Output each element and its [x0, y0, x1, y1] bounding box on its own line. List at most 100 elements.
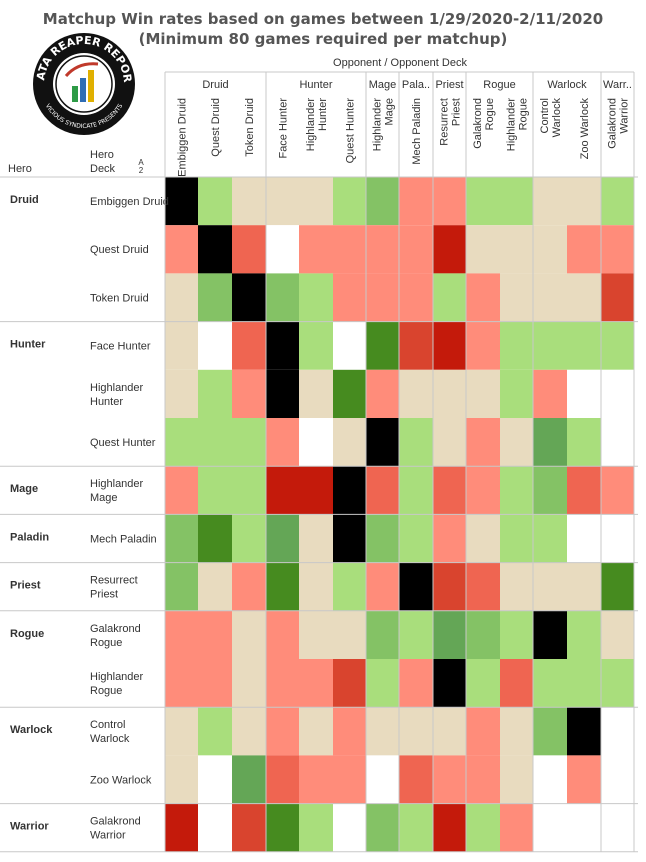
matchup-cell: [567, 514, 601, 563]
hero-label: Priest: [10, 580, 41, 592]
hero-deck-label: Quest Hunter: [90, 437, 156, 449]
opponent-deck-label: Quest Hunter: [345, 98, 357, 164]
hero-deck-label: Rogue: [90, 637, 122, 649]
matchup-cell: [399, 177, 433, 226]
matchup-cell: [232, 466, 266, 515]
matchup-cell: [533, 514, 567, 563]
matchup-cell: [266, 273, 299, 322]
matchup-cell: [500, 466, 533, 515]
hero-column-header: Hero: [8, 163, 32, 175]
opponent-deck-label: Warrior: [619, 98, 631, 134]
matchup-cell: [165, 755, 198, 804]
hero-deck-label: Highlander: [90, 478, 144, 490]
matchup-cell: [165, 466, 198, 515]
matchup-cell: [567, 803, 601, 852]
matchup-cell: [500, 755, 533, 804]
matchup-cell: [399, 273, 433, 322]
matchup-cell: [198, 273, 232, 322]
matchup-cell: [165, 321, 198, 370]
matchup-cell: [399, 803, 433, 852]
chart-title: Matchup Win rates based on games between…: [0, 9, 646, 49]
opponent-deck-label: Rogue: [484, 98, 496, 130]
matchup-cell: [333, 707, 366, 756]
matchup-cell: [399, 321, 433, 370]
matchup-cell: [366, 707, 399, 756]
hero-deck-label: Rogue: [90, 685, 122, 697]
matchup-cell: [466, 321, 500, 370]
matchup-cell: [466, 707, 500, 756]
matchup-cell: [165, 369, 198, 418]
hero-deck-label: Mech Paladin: [90, 533, 157, 545]
matchup-cell: [466, 610, 500, 659]
matchup-cell: [567, 369, 601, 418]
matchup-cell: [232, 514, 266, 563]
matchup-cell: [601, 369, 634, 418]
matchup-cell: [266, 755, 299, 804]
matchup-cell: [333, 755, 366, 804]
hero-deck-label: Hunter: [90, 396, 123, 408]
opponent-deck-label: Galakrond: [472, 98, 484, 149]
matchup-cell: [232, 369, 266, 418]
matchup-cell: [466, 466, 500, 515]
matchup-cell: [533, 755, 567, 804]
matchup-cell: [601, 659, 634, 708]
matchup-cell: [299, 659, 333, 708]
matchup-cell: [333, 514, 366, 563]
matchup-cell: [567, 321, 601, 370]
matchup-cell: [601, 418, 634, 467]
matchup-cell: [500, 273, 533, 322]
matchup-cell: [366, 562, 399, 611]
matchup-cell: [198, 659, 232, 708]
matchup-cell: [333, 466, 366, 515]
matchup-cell: [198, 562, 232, 611]
matchup-cell: [333, 225, 366, 274]
matchup-cell: [433, 225, 466, 274]
hero-deck-label: Warrior: [90, 830, 126, 842]
matchup-cell: [466, 755, 500, 804]
matchup-cell: [266, 418, 299, 467]
opponent-deck-label: Highlander: [506, 98, 518, 152]
matchup-cell: [601, 273, 634, 322]
matchup-cell: [232, 273, 266, 322]
matchup-cell: [366, 514, 399, 563]
matchup-cell: [500, 418, 533, 467]
matchup-cell: [567, 273, 601, 322]
data-reaper-logo: DATA REAPER REPORT VICIOUS SYNDICATE PRE…: [0, 0, 135, 135]
matchup-cell: [366, 803, 399, 852]
chart-title-line2: (Minimum 80 games required per matchup): [138, 30, 508, 48]
matchup-cell: [366, 225, 399, 274]
matchup-cell: [466, 562, 500, 611]
opponent-deck-label: Highlander: [305, 98, 317, 152]
matchup-cell: [165, 610, 198, 659]
opponent-hero-label: Warlock: [547, 79, 587, 91]
matchup-cell: [433, 466, 466, 515]
opponent-hero-label: Mage: [369, 79, 397, 91]
matchup-cell: [198, 755, 232, 804]
matchup-cell: [567, 177, 601, 226]
matchup-cell: [433, 803, 466, 852]
matchup-cell: [466, 418, 500, 467]
hero-label: Paladin: [10, 531, 49, 543]
matchup-cell: [299, 803, 333, 852]
opponent-deck-label: Mage: [384, 98, 396, 126]
matchup-cell: [232, 562, 266, 611]
opponent-deck-label: Rogue: [518, 98, 530, 130]
matchup-cell: [299, 466, 333, 515]
matchup-cell: [366, 321, 399, 370]
matchup-cell: [433, 610, 466, 659]
matchup-cell: [433, 755, 466, 804]
matchup-cell: [567, 610, 601, 659]
sort-descending-icon: A: [138, 158, 144, 167]
matchup-cell: [198, 418, 232, 467]
hero-label: Warrior: [10, 821, 49, 833]
matchup-cell: [299, 610, 333, 659]
opponent-deck-label: Token Druid: [244, 98, 256, 157]
matchup-cell: [266, 610, 299, 659]
matchup-cell: [601, 514, 634, 563]
matchup-cell: [567, 707, 601, 756]
chart-title-line1: Matchup Win rates based on games between…: [42, 10, 604, 28]
opponent-hero-label: Druid: [202, 79, 228, 91]
hero-deck-label: Quest Druid: [90, 244, 149, 256]
matchup-cell: [165, 803, 198, 852]
matchup-cell: [399, 707, 433, 756]
